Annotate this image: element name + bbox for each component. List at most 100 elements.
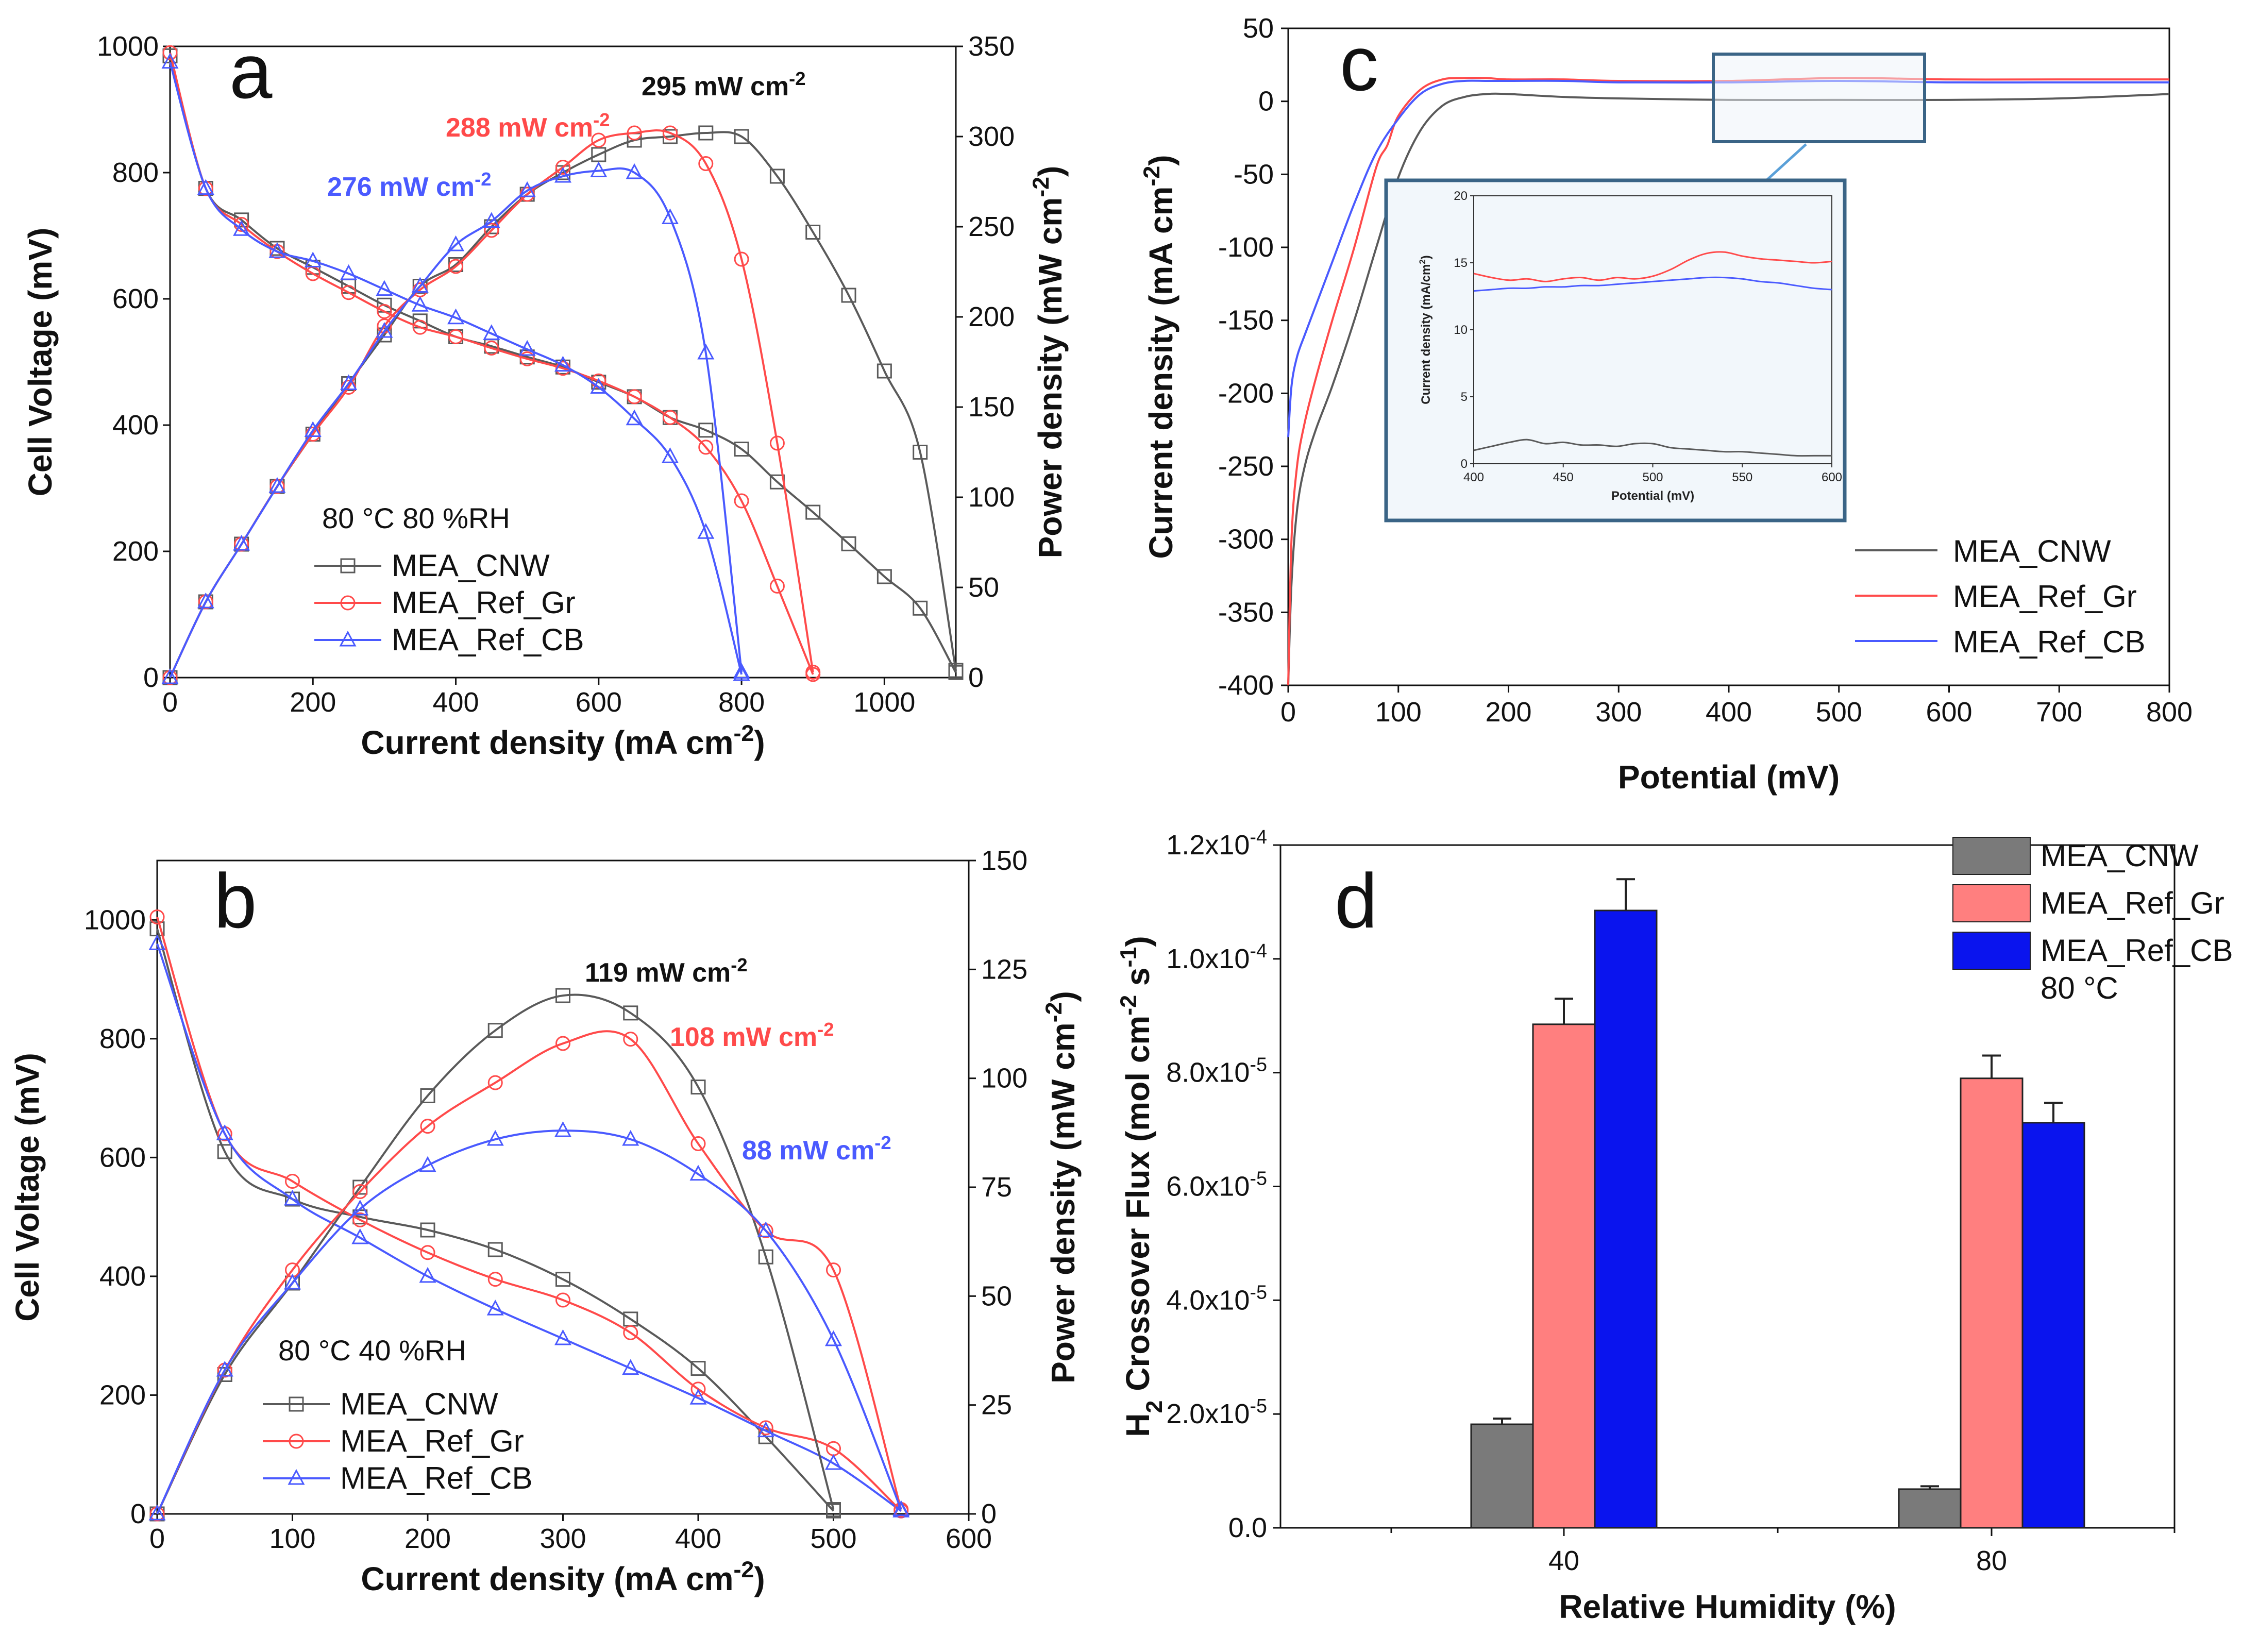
voltage-point-CNW [690, 1361, 706, 1376]
power-point-Gr [627, 125, 642, 141]
condition-label: 80 °C [2041, 971, 2118, 1005]
x-axis-label: Relative Humidity (%) [1559, 1588, 1896, 1625]
power-point-CNW [826, 1502, 841, 1518]
power-point-Gr [698, 156, 714, 171]
voltage-point-CB [697, 523, 715, 539]
y-tick-label: 600 [112, 283, 159, 314]
voltage-point-CB [283, 1189, 301, 1206]
voltage-point-Gr [352, 1212, 368, 1227]
y2-tick-label: 0 [968, 662, 984, 693]
y-tick-label: 8.0x10-5 [1166, 1054, 1267, 1088]
power-point-CB [411, 277, 429, 293]
condition-label: 80 °C 80 %RH [322, 502, 510, 534]
y2-tick-label: 200 [968, 301, 1015, 332]
voltage-point-Gr [377, 304, 392, 319]
y-tick-label: 1.2x10-4 [1166, 827, 1267, 861]
y-tick-label: 0 [1258, 86, 1274, 117]
voltage-point-CB [419, 1267, 436, 1283]
power-point-CB [892, 1500, 910, 1516]
y-tick-label: 50 [1243, 13, 1274, 44]
voltage-point-CB [554, 1329, 572, 1345]
y-tick-label: 400 [99, 1261, 146, 1292]
panel-label: d [1335, 857, 1377, 944]
legend-marker-CB [288, 1469, 305, 1485]
power-point-CNW [769, 168, 785, 184]
x-tick-label: 0 [1280, 697, 1296, 728]
x-tick-label: 600 [1926, 697, 1972, 728]
voltage-point-CB [661, 447, 679, 463]
legend-swatch-Gr [1952, 884, 2031, 922]
power-point-Gr [826, 1262, 841, 1278]
voltage-point-Gr [420, 1245, 435, 1260]
voltage-point-CB [197, 179, 214, 195]
inset-y-tick-label: 5 [1461, 390, 1468, 404]
inset-x-tick-label: 450 [1553, 470, 1574, 484]
voltage-point-CNW [217, 1144, 232, 1159]
voltage-point-Gr [623, 1325, 638, 1340]
y2-tick-label: 350 [968, 31, 1015, 62]
power-point-CB [733, 663, 750, 679]
power-point-CB [351, 1200, 369, 1216]
voltage-point-CB [411, 296, 429, 312]
voltage-point-CNW [420, 1222, 435, 1238]
x-tick-label: 800 [2146, 697, 2193, 728]
power-point-CB [622, 1130, 639, 1146]
y-tick-label: -250 [1218, 451, 1274, 482]
voltage-point-Gr [627, 389, 642, 404]
power-point-Gr [420, 1119, 435, 1134]
y-axis-label: H2 Crossover Flux (mol cm-2 s-1) [1116, 936, 1167, 1437]
power-point-CB [304, 421, 322, 437]
y-tick-label: 1000 [84, 904, 146, 935]
y-tick-label: -400 [1218, 670, 1274, 701]
power-point-CB [697, 343, 715, 360]
x-tick-label: 200 [1485, 697, 1531, 728]
legend-marker-CB [339, 630, 357, 647]
voltage-point-Gr [341, 285, 357, 300]
power-point-Gr [662, 125, 678, 141]
voltage-point-CB [622, 1359, 639, 1375]
y-tick-label: 0 [143, 662, 159, 693]
y2-tick-label: 0 [981, 1498, 997, 1529]
inset-x-tick-label: 600 [1822, 470, 1842, 484]
power-point-Gr [484, 223, 499, 238]
y2-tick-label: 125 [981, 954, 1027, 985]
x-tick-label: 800 [718, 687, 765, 718]
x-tick-label: 400 [675, 1523, 721, 1554]
inset-x-tick-label: 550 [1732, 470, 1752, 484]
y2-tick-label: 250 [968, 211, 1015, 242]
y2-tick-label: 150 [968, 392, 1015, 423]
power-point-CB [161, 668, 179, 684]
inset-chart: 400 450 500 550 600 0 5 10 15 20 Potential (mV) Cur… [1384, 178, 1847, 522]
condition-label: 80 °C 40 %RH [278, 1334, 466, 1367]
power-point-Gr [690, 1136, 706, 1151]
inset-line-CB [1473, 276, 1832, 292]
x-tick-label: 0 [149, 1523, 165, 1554]
y-tick-label: 200 [99, 1379, 146, 1410]
voltage-point-CB [216, 1124, 233, 1140]
voltage-point-CNW [734, 442, 749, 457]
voltage-point-CNW [913, 600, 928, 616]
y2-tick-label: 100 [968, 482, 1015, 513]
peak-annotation-CB: 88 mW cm-2 [742, 1132, 891, 1166]
power-point-CNW [758, 1249, 773, 1265]
panel-c: 0 100 200 300 400 500 600 700 800-400-350-300-25… [1139, 13, 2193, 796]
bar-CB-40 [1594, 909, 1658, 1529]
voltage-point-Gr [698, 440, 714, 455]
inset-x-tick-label: 400 [1463, 470, 1484, 484]
y-tick-label: -150 [1218, 305, 1274, 336]
voltage-point-Gr [285, 1173, 300, 1189]
power-point-CB [447, 235, 465, 251]
voltage-line-CNW [156, 928, 834, 1512]
bar-Gr-40 [1532, 1023, 1596, 1529]
inset-y-axis-label: Current density (mA/cm2) [1418, 255, 1434, 404]
voltage-point-CNW [876, 569, 892, 584]
voltage-point-CB [689, 1389, 707, 1405]
voltage-point-CNW [805, 504, 821, 520]
voltage-point-Gr [555, 1292, 570, 1308]
voltage-point-Gr [487, 1272, 503, 1287]
voltage-point-CB [268, 242, 286, 258]
voltage-point-Gr [690, 1381, 706, 1397]
y2-tick-label: 50 [981, 1280, 1012, 1311]
plot-frame [156, 859, 970, 1515]
